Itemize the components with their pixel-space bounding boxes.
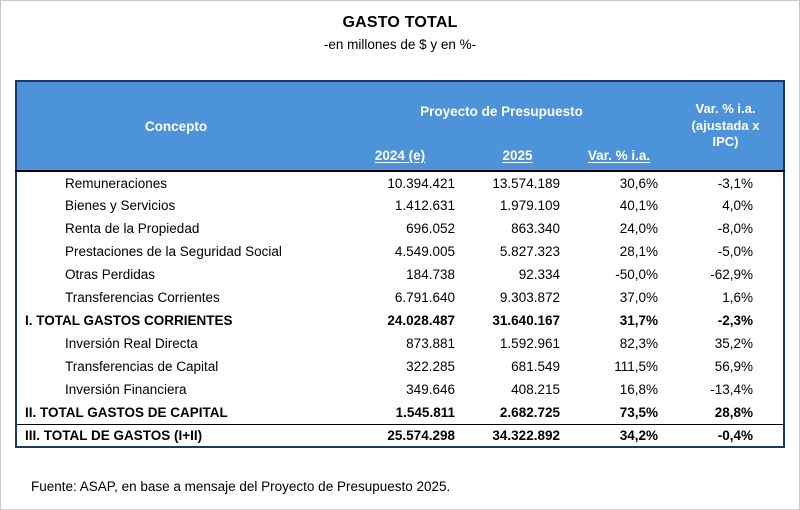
var-ipc-cell: 56,9% xyxy=(714,359,753,374)
sub-header-label-2025: 2025 xyxy=(502,148,533,163)
page-subtitle: -en millones de $ y en %- xyxy=(323,37,477,52)
table-header: Concepto Proyecto de Presupuesto Var. % … xyxy=(15,81,784,171)
var-ipc-cell: -8,0% xyxy=(717,221,753,236)
col-header-var-ia: Var. % i.a. xyxy=(569,141,668,171)
concept-cell: Prestaciones de la Seguridad Social xyxy=(64,244,282,259)
value-2025-cell: 9.303.872 xyxy=(499,290,560,305)
value-2025-cell: 13.574.189 xyxy=(464,170,570,194)
concept-cell: II. TOTAL GASTOS DE CAPITAL xyxy=(24,404,228,420)
var-ipc-cell: -13,4% xyxy=(710,382,753,397)
value-2025-cell: 34.322.892 xyxy=(464,423,570,447)
concept-cell: Transferencias de Capital xyxy=(64,359,219,374)
table-row: Prestaciones de la Seguridad Social 4.549… xyxy=(16,240,784,263)
value-2024-cell: 1.545.811 xyxy=(395,404,455,420)
table-row: Transferencias Corrientes 6.791.640 9.303.… xyxy=(16,286,784,309)
concept-cell: I. TOTAL GASTOS CORRIENTES xyxy=(24,313,233,328)
var-ipc-cell: 35,2% xyxy=(714,336,753,351)
value-2025-cell: 863.340 xyxy=(511,221,560,236)
var-ipc-cell: 4,0% xyxy=(722,198,753,213)
var-ipc-cell: 28,8% xyxy=(714,404,753,420)
var-ia-cell: 34,2% xyxy=(569,423,668,447)
concept-cell: Transferencias Corrientes xyxy=(64,290,220,305)
budget-table: Concepto Proyecto de Presupuesto Var. % … xyxy=(14,80,785,448)
concept-cell: Remuneraciones xyxy=(15,170,335,194)
page-title: GASTO TOTAL xyxy=(342,14,458,31)
var-ipc-cell: -0,4% xyxy=(668,423,784,447)
var-ia-cell: 82,3% xyxy=(619,336,658,351)
var-ipc-cell: -5,0% xyxy=(717,244,753,259)
value-2025-cell: 92.334 xyxy=(518,267,560,282)
value-2024-cell: 349.646 xyxy=(406,382,455,397)
table-row: II. TOTAL GASTOS DE CAPITAL 1.545.811 2.68… xyxy=(16,401,784,424)
col-header-concepto: Concepto xyxy=(15,81,335,171)
var-ia-cell: 37,0% xyxy=(619,290,658,305)
source-note: Fuente: ASAP, en base a mensaje del Proy… xyxy=(31,479,451,494)
concept-cell: III. TOTAL DE GASTOS (I+II) xyxy=(15,423,335,447)
value-2025-cell: 5.827.323 xyxy=(499,244,560,259)
table-row: III. TOTAL DE GASTOS (I+II) 25.574.298 34.… xyxy=(15,423,784,447)
var-ia-cell: 28,1% xyxy=(619,244,658,259)
value-2024-cell: 24.028.487 xyxy=(387,313,455,328)
value-2025-cell: 1.979.109 xyxy=(499,198,560,213)
var-ia-cell: 40,1% xyxy=(619,198,658,213)
var-ia-cell: 30,6% xyxy=(569,170,668,194)
table-row: Otras Perdidas 184.738 92.334 -50,0% -62,9% xyxy=(16,263,784,286)
value-2024-cell: 184.738 xyxy=(406,267,455,282)
col-header-2024: 2024 (e) xyxy=(334,141,465,171)
table-row: Inversión Financiera 349.646 408.215 16,8% -… xyxy=(16,378,784,401)
value-2025-cell: 31.640.167 xyxy=(492,313,560,328)
col-header-var-ipc: Var. % i.a. (ajustada x IPC) xyxy=(668,81,784,171)
value-2024-cell: 25.574.298 xyxy=(334,423,465,447)
concept-cell: Otras Perdidas xyxy=(64,267,156,282)
value-2025-cell: 681.549 xyxy=(511,359,560,374)
var-ipc-cell: -62,9% xyxy=(710,267,753,282)
table-row: I. TOTAL GASTOS CORRIENTES 24.028.487 31.6… xyxy=(16,309,784,332)
value-2025-cell: 408.215 xyxy=(511,382,560,397)
sub-header-label-2024: 2024 (e) xyxy=(374,148,426,163)
var-ipc-cell: -2,3% xyxy=(717,313,753,328)
value-2025-cell: 1.592.961 xyxy=(499,336,560,351)
table-body: Remuneraciones 10.394.421 13.574.189 30,6% -… xyxy=(15,170,784,447)
value-2025-cell: 2.682.725 xyxy=(499,404,560,420)
concept-cell: Bienes y Servicios xyxy=(64,198,176,213)
value-2024-cell: 873.881 xyxy=(406,336,455,351)
value-2024-cell: 1.412.631 xyxy=(394,198,455,213)
var-ia-cell: -50,0% xyxy=(615,267,658,282)
var-ia-cell: 16,8% xyxy=(619,382,658,397)
var-ia-cell: 111,5% xyxy=(614,359,658,374)
header-row-top: Concepto Proyecto de Presupuesto Var. % … xyxy=(15,81,784,171)
concept-cell: Inversión Financiera xyxy=(64,382,187,397)
col-header-2025: 2025 xyxy=(464,141,570,171)
concept-cell: Renta de la Propiedad xyxy=(64,221,200,236)
table-row: Inversión Real Directa 873.881 1.592.961 82… xyxy=(16,332,784,355)
table-row: Transferencias de Capital 322.285 681.549 1… xyxy=(16,355,784,378)
value-2024-cell: 6.791.640 xyxy=(394,290,455,305)
value-2024-cell: 696.052 xyxy=(406,221,455,236)
header-row-sub: 2024 (e) 2025 Var. % i.a. xyxy=(16,141,784,171)
var-ipc-cell: -3,1% xyxy=(668,170,784,194)
table-row: Renta de la Propiedad 696.052 863.340 24,0%… xyxy=(16,217,784,240)
var-ia-cell: 73,5% xyxy=(619,404,658,420)
value-2024-cell: 10.394.421 xyxy=(334,170,465,194)
table-row: Bienes y Servicios 1.412.631 1.979.109 40,1… xyxy=(16,194,784,217)
value-2024-cell: 4.549.005 xyxy=(394,244,455,259)
table-row: Remuneraciones 10.394.421 13.574.189 30,6% -… xyxy=(15,170,784,194)
col-header-proyecto-presupuesto: Proyecto de Presupuesto xyxy=(334,81,668,141)
value-2024-cell: 322.285 xyxy=(406,359,455,374)
concept-cell: Inversión Real Directa xyxy=(64,336,198,351)
var-ia-cell: 24,0% xyxy=(619,221,658,236)
var-ipc-cell: 1,6% xyxy=(722,290,753,305)
var-ia-cell: 31,7% xyxy=(619,313,658,328)
sub-header-label-var-ia: Var. % i.a. xyxy=(587,148,651,163)
